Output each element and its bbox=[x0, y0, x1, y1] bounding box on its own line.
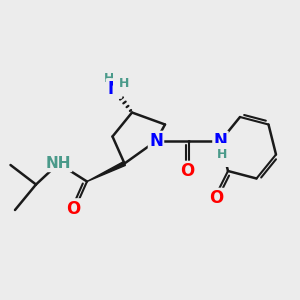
Text: N: N bbox=[107, 80, 121, 98]
Text: H: H bbox=[118, 76, 129, 90]
Text: O: O bbox=[66, 200, 81, 217]
Polygon shape bbox=[87, 162, 125, 182]
Text: NH: NH bbox=[46, 156, 71, 171]
Text: N: N bbox=[149, 132, 163, 150]
Text: O: O bbox=[180, 162, 195, 180]
Text: N: N bbox=[214, 132, 227, 150]
Text: H: H bbox=[217, 148, 227, 161]
Text: O: O bbox=[209, 189, 223, 207]
Text: H: H bbox=[103, 72, 114, 86]
